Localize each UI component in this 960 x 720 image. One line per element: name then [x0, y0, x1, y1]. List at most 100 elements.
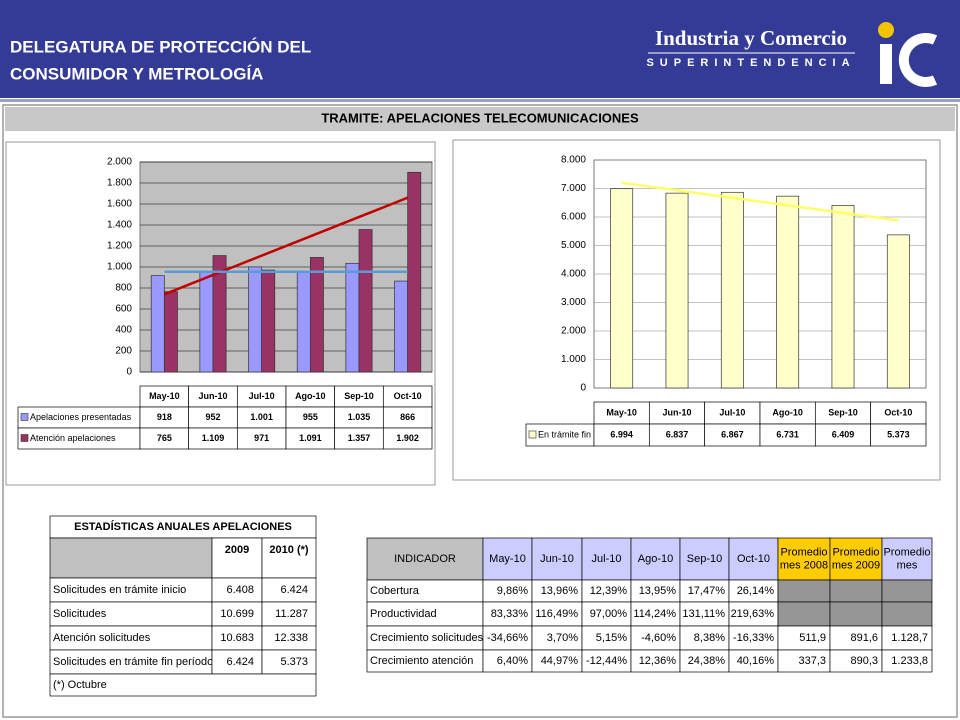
table-value: 5.373 [280, 656, 308, 668]
legend-label: En trámite fin [538, 429, 591, 439]
table-value: 116,49% [535, 608, 578, 620]
table-value: -34,66% [487, 632, 528, 644]
table-cell [829, 537, 883, 581]
column-header: Ago-10 [638, 553, 673, 565]
header-title: DELEGATURA DE PROTECCIÓN DEL [10, 37, 311, 56]
bar [886, 234, 910, 389]
data-label: 5.373 [887, 429, 910, 439]
table-value: 24,38% [688, 655, 726, 667]
logo-sub: SUPERINTENDENCIA [646, 57, 855, 69]
table-cell [211, 625, 263, 651]
row-label: Solicitudes en trámite inicio [53, 584, 186, 596]
data-label: 1.109 [202, 433, 225, 443]
column-header: Sep-10 [687, 553, 722, 565]
table-cell [881, 601, 933, 627]
y-tick-label: 1.200 [107, 241, 132, 252]
table-cell [777, 579, 831, 603]
table-value: 3,70% [547, 632, 578, 644]
data-label: 6.867 [721, 429, 744, 439]
table-cell [881, 579, 933, 603]
table-value: 11.287 [275, 608, 308, 620]
x-tick-label: Oct-10 [394, 391, 422, 401]
logo-name: Industria y Comercio [655, 26, 847, 50]
table-cell [881, 625, 933, 651]
table-value: 6,40% [497, 655, 528, 667]
table-cell [211, 537, 263, 579]
column-header: Jul-10 [592, 553, 622, 565]
y-tick-label: 0 [126, 367, 132, 378]
table-value: 97,00% [590, 608, 628, 620]
data-label: 6.731 [776, 429, 799, 439]
data-label: 971 [254, 433, 269, 443]
x-tick-label: Jun-10 [662, 407, 691, 417]
row-label: Solicitudes [53, 608, 107, 620]
y-tick-label: 1.600 [107, 199, 132, 210]
bar [394, 280, 409, 373]
column-header: Promedio mes 2009 [832, 546, 880, 571]
table-value: 8,38% [694, 632, 725, 644]
table-cell [211, 601, 263, 627]
column-header: May-10 [489, 553, 526, 565]
data-label: 6.409 [832, 429, 855, 439]
table-value: 40,16% [737, 655, 775, 667]
bar [150, 275, 165, 373]
table-cell [261, 537, 317, 579]
table-value: 891,6 [850, 632, 878, 644]
table-cell [261, 577, 317, 603]
legend-swatch [20, 434, 29, 442]
data-label: 918 [157, 412, 172, 422]
table-value: 83,33% [491, 608, 529, 620]
logo-i [880, 44, 892, 84]
table-cell [870, 423, 927, 447]
table-cell [728, 625, 779, 651]
column-header: Promedio mes 2008 [780, 546, 828, 571]
table-cell [49, 577, 213, 603]
trend-line [163, 196, 409, 296]
table-value: -12,44% [586, 655, 627, 667]
table-value: -16,33% [733, 632, 774, 644]
footnote: (*) Octubre [53, 679, 107, 691]
table-cell [829, 579, 883, 603]
y-tick-label: 2.000 [107, 157, 132, 168]
table-cell [679, 537, 730, 581]
bar [776, 195, 800, 389]
y-tick-label: 2.000 [561, 326, 586, 337]
table-value: 12,36% [639, 655, 677, 667]
table-cell [728, 537, 779, 581]
bar [163, 291, 178, 373]
bar [610, 188, 634, 389]
table-cell [482, 537, 533, 581]
row-label: Productividad [370, 608, 437, 620]
table-cell [881, 537, 933, 581]
y-tick-label: 1.400 [107, 220, 132, 231]
row-label: Crecimiento atención [370, 655, 473, 667]
table-value: 13,95% [639, 585, 677, 597]
y-tick-label: 4.000 [561, 269, 586, 280]
table-value: -4,60% [641, 632, 676, 644]
header-title: CONSUMIDOR Y METROLOGÍA [10, 64, 263, 83]
y-tick-label: 7.000 [561, 183, 586, 194]
table-cell [829, 625, 883, 651]
table-cell [49, 649, 213, 675]
x-tick-label: Sep-10 [828, 407, 858, 417]
table-value: 6.424 [226, 656, 254, 668]
y-tick-label: 1.000 [107, 262, 132, 273]
bar [831, 204, 855, 389]
legend-swatch [528, 430, 537, 439]
table-value: 114,24% [633, 608, 676, 620]
x-tick-label: May-10 [606, 407, 637, 417]
row-label: Solicitudes en trámite fin período [53, 656, 213, 668]
row-label: Atención solicitudes [53, 632, 151, 644]
bar [212, 255, 227, 373]
y-tick-label: 6.000 [561, 212, 586, 223]
table-cell [482, 601, 533, 627]
table-cell [49, 673, 317, 697]
y-tick-label: 800 [115, 283, 132, 294]
x-tick-label: Ago-10 [772, 407, 803, 417]
x-tick-label: Ago-10 [295, 391, 326, 401]
table-title: ESTADÍSTICAS ANUALES APELACIONES [74, 520, 292, 533]
table-cell [679, 601, 730, 627]
panel-title: TRAMITE: APELACIONES TELECOMUNICACIONES [321, 110, 639, 125]
table-value: 6.408 [226, 584, 254, 596]
